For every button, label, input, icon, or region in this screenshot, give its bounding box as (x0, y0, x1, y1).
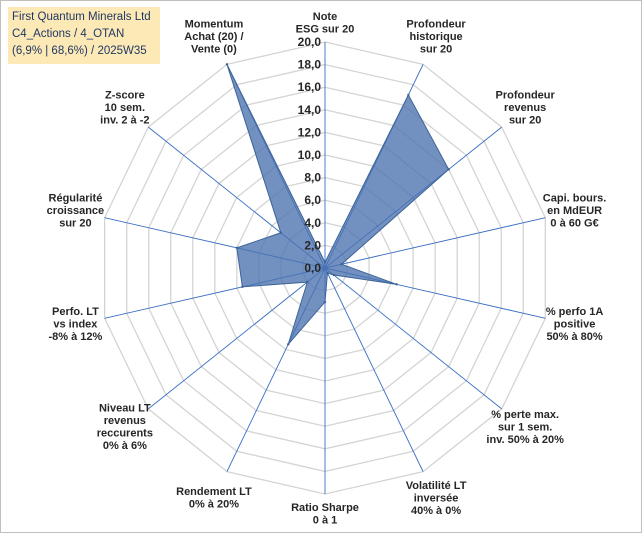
axis-label: Perfo. LT vs index -8% à 12% (49, 306, 103, 343)
axis-label: Z-score 10 sem. inv. 2 à -2 (100, 90, 149, 127)
tick-label: 0,0 (304, 261, 321, 275)
tick-label: 16,0 (298, 80, 322, 94)
axis-spoke (324, 217, 546, 269)
series-area (226, 64, 450, 345)
axis-labels: Note ESG sur 20 Profondeur historique sur 20… (47, 11, 607, 527)
tick-label: 14,0 (298, 103, 322, 117)
tick-label: 12,0 (298, 125, 322, 139)
data-point (306, 280, 309, 284)
data-point (323, 261, 327, 264)
data-point (447, 168, 450, 171)
data-point (332, 273, 336, 277)
data-point (235, 246, 239, 250)
axis-spoke (148, 267, 326, 410)
series-layer (225, 63, 450, 346)
axis-label: Profondeur revenus sur 20 (496, 90, 556, 127)
data-point (279, 231, 283, 234)
data-point (407, 93, 410, 97)
tick-label: 18,0 (298, 58, 322, 72)
tick-label: 4,0 (304, 216, 321, 230)
axis-label: % perfo 1A positive 50% à 80% (546, 306, 604, 343)
tick-labels: 0,0 2,0 4,0 6,0 8,0 10,0 12,0 14,0 16,0 18,0 20,0 (298, 35, 322, 275)
axis-label: % perte max. sur 1 sem. inv. 50% à 20% (486, 409, 564, 446)
data-point (323, 300, 327, 304)
data-point (326, 271, 329, 275)
data-point (225, 63, 229, 66)
tick-label: 20,0 (298, 35, 322, 49)
axis-spoke (324, 267, 502, 410)
axis-label: Régularité croissance sur 20 (47, 192, 104, 229)
axis-label: Rendement LT 0% à 20% (176, 486, 252, 511)
tick-label: 2,0 (304, 238, 321, 252)
data-point (340, 263, 343, 266)
axis-spoke (324, 267, 424, 472)
axis-label: Volatilité LT inversée 40% à 0% (406, 480, 467, 517)
data-point (241, 285, 244, 289)
tick-label: 10,0 (298, 148, 322, 162)
axis-label: Momentum Achat (20) / Vente (0) (184, 19, 243, 56)
axis-label: Ratio Sharpe 0 à 1 (291, 502, 359, 527)
chart-title-box: First Quantum Minerals Ltd C4_Actions / … (8, 7, 160, 64)
axis-label: Niveau LT revenus reccurents 0% à 6% (97, 403, 153, 453)
data-point (287, 343, 290, 346)
performance-label: (6,9% | 68,6%) / 2025W35 (12, 45, 147, 57)
axis-label: Note ESG sur 20 (296, 11, 355, 36)
portfolio-label: C4_Actions / 4_OTAN (12, 28, 125, 40)
data-point (395, 283, 398, 286)
tick-label: 8,0 (304, 171, 321, 185)
tick-label: 6,0 (304, 193, 321, 207)
axis-label: Capi. bours. en MdEUR 0 à 60 G€ (543, 192, 607, 229)
company-name: First Quantum Minerals Ltd (12, 11, 151, 23)
axis-label: Profondeur historique sur 20 (406, 19, 466, 56)
